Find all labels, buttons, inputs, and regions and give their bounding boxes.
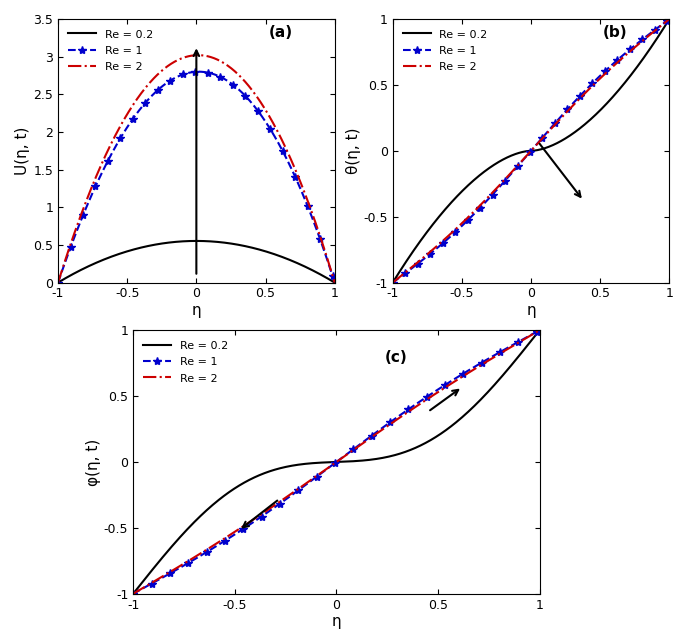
Re = 1 [389,279,397,286]
Re = 1 [589,78,598,86]
Re = 2 [589,81,598,88]
Re = 1 [498,180,506,187]
Re = 0.2 [422,229,430,237]
Re = 0.2 [479,169,487,177]
Re = 0.2 [589,112,598,120]
Re = 1 [195,68,203,76]
X-axis label: η: η [191,304,201,318]
Re = 0.2 [535,326,544,334]
Re = 1 [262,510,270,518]
Re = 2 [254,95,262,103]
Re = 1 [54,279,62,286]
X-axis label: η: η [526,304,536,318]
Re = 0.2 [87,261,96,269]
Re = 0.2 [144,242,152,250]
Re = 2 [178,561,186,568]
Re = 0.2 [665,15,673,23]
Re = 1 [229,81,237,88]
Re = 0.2 [424,438,432,445]
Re = 2 [389,279,397,286]
Re = 2 [144,81,152,88]
Re = 1 [563,106,571,114]
Re = 2 [255,97,264,105]
Re = 0.2 [290,462,298,469]
Re = 1 [665,15,673,23]
Line: Re = 0.2: Re = 0.2 [393,19,669,283]
Re = 1 [385,419,393,427]
Re = 2 [262,507,270,515]
Re = 2 [422,251,430,259]
Re = 2 [229,66,237,74]
Re = 0.2 [262,469,270,476]
Re = 0.2 [563,134,571,142]
Re = 2 [665,15,673,23]
Re = 2 [535,326,544,334]
Re = 1 [163,79,171,86]
Re = 2 [424,394,432,402]
Re = 1 [422,393,430,401]
Re = 1 [290,490,298,497]
Re = 0.2 [254,246,262,253]
Line: Re = 2: Re = 2 [133,330,540,594]
Text: (a): (a) [268,25,292,41]
Re = 1 [331,279,339,286]
Re = 1 [255,110,264,117]
Re = 0.2 [588,114,596,121]
Line: Re = 0.2: Re = 0.2 [58,241,335,283]
Re = 2 [194,51,202,59]
Re = 2 [290,488,298,495]
Re = 2 [87,184,96,192]
Text: (c): (c) [385,350,408,365]
Re = 0.2 [389,279,397,286]
X-axis label: η: η [331,615,342,629]
Line: Re = 1: Re = 1 [54,67,339,287]
Re = 1 [424,392,432,399]
Re = 2 [588,82,596,90]
Re = 0.2 [422,439,430,446]
Re = 1 [178,563,186,570]
Re = 1 [588,79,596,87]
Legend: Re = 0.2, Re = 1, Re = 2: Re = 0.2, Re = 1, Re = 2 [398,25,492,77]
Re = 1 [254,108,262,116]
Line: Re = 2: Re = 2 [393,19,669,283]
Re = 2 [385,421,393,429]
Y-axis label: U(η, t): U(η, t) [16,126,31,175]
Re = 2 [163,62,171,70]
Re = 0.2 [229,240,237,248]
Re = 0.2 [129,590,137,598]
Re = 2 [422,396,430,403]
Line: Re = 1: Re = 1 [129,326,544,598]
Re = 0.2 [385,453,393,460]
Re = 2 [498,178,506,186]
Re = 1 [535,326,544,334]
Re = 0.2 [54,279,62,286]
Re = 2 [479,199,487,206]
Y-axis label: φ(η, t): φ(η, t) [86,438,101,486]
Re = 1 [129,590,137,598]
Re = 0.2 [255,246,264,253]
Y-axis label: θ(η, t): θ(η, t) [346,128,361,174]
Re = 1 [87,192,96,199]
Line: Re = 2: Re = 2 [58,55,335,283]
Re = 2 [54,279,62,286]
Re = 1 [144,96,152,104]
Re = 0.2 [192,237,200,244]
Re = 2 [129,590,137,598]
Re = 2 [563,108,571,116]
Re = 0.2 [178,531,186,538]
Re = 0.2 [163,239,171,246]
Line: Re = 0.2: Re = 0.2 [133,330,540,594]
Re = 1 [422,253,430,261]
Text: (b): (b) [603,25,628,41]
Re = 1 [479,201,487,209]
Legend: Re = 0.2, Re = 1, Re = 2: Re = 0.2, Re = 1, Re = 2 [139,336,232,388]
Re = 2 [331,279,339,286]
Line: Re = 1: Re = 1 [389,15,673,287]
Re = 0.2 [498,156,506,164]
Legend: Re = 0.2, Re = 1, Re = 2: Re = 0.2, Re = 1, Re = 2 [64,25,157,77]
Re = 0.2 [331,279,339,286]
